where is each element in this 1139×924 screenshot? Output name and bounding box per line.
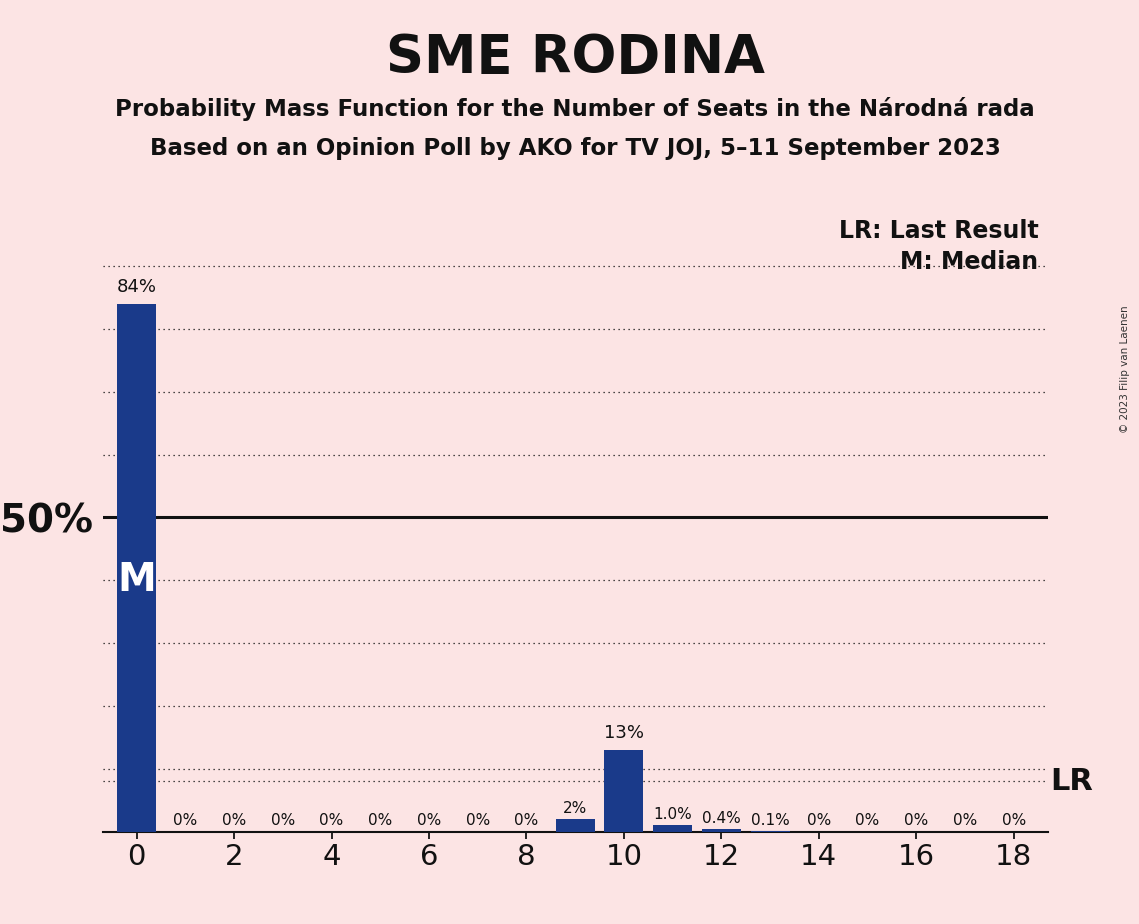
Text: 0%: 0% — [806, 813, 831, 828]
Text: 0%: 0% — [466, 813, 490, 828]
Text: 13%: 13% — [604, 724, 644, 742]
Text: SME RODINA: SME RODINA — [386, 32, 764, 84]
Bar — [556, 819, 595, 832]
Bar — [702, 829, 740, 832]
Text: © 2023 Filip van Laenen: © 2023 Filip van Laenen — [1121, 306, 1130, 433]
Text: 0.4%: 0.4% — [702, 811, 740, 826]
Text: 0%: 0% — [271, 813, 295, 828]
Text: 0%: 0% — [953, 813, 977, 828]
Text: 1.0%: 1.0% — [654, 808, 693, 822]
Text: 0%: 0% — [417, 813, 441, 828]
Text: M: Median: M: Median — [900, 250, 1039, 274]
Text: LR: Last Result: LR: Last Result — [838, 219, 1039, 243]
Bar — [653, 825, 693, 832]
Text: 0.1%: 0.1% — [751, 813, 789, 828]
Text: Based on an Opinion Poll by AKO for TV JOJ, 5–11 September 2023: Based on an Opinion Poll by AKO for TV J… — [149, 137, 1001, 160]
Text: 0%: 0% — [515, 813, 539, 828]
Text: LR: LR — [1050, 767, 1093, 796]
Text: 84%: 84% — [116, 278, 157, 297]
Text: 0%: 0% — [222, 813, 246, 828]
Text: 0%: 0% — [173, 813, 197, 828]
Text: 0%: 0% — [855, 813, 879, 828]
Bar — [605, 750, 644, 832]
Text: 0%: 0% — [319, 813, 344, 828]
Text: 0%: 0% — [904, 813, 928, 828]
Text: 2%: 2% — [563, 801, 588, 816]
Bar — [117, 304, 156, 832]
Text: M: M — [117, 561, 156, 600]
Text: Probability Mass Function for the Number of Seats in the Národná rada: Probability Mass Function for the Number… — [115, 97, 1035, 121]
Text: 0%: 0% — [1001, 813, 1026, 828]
Text: 0%: 0% — [368, 813, 393, 828]
